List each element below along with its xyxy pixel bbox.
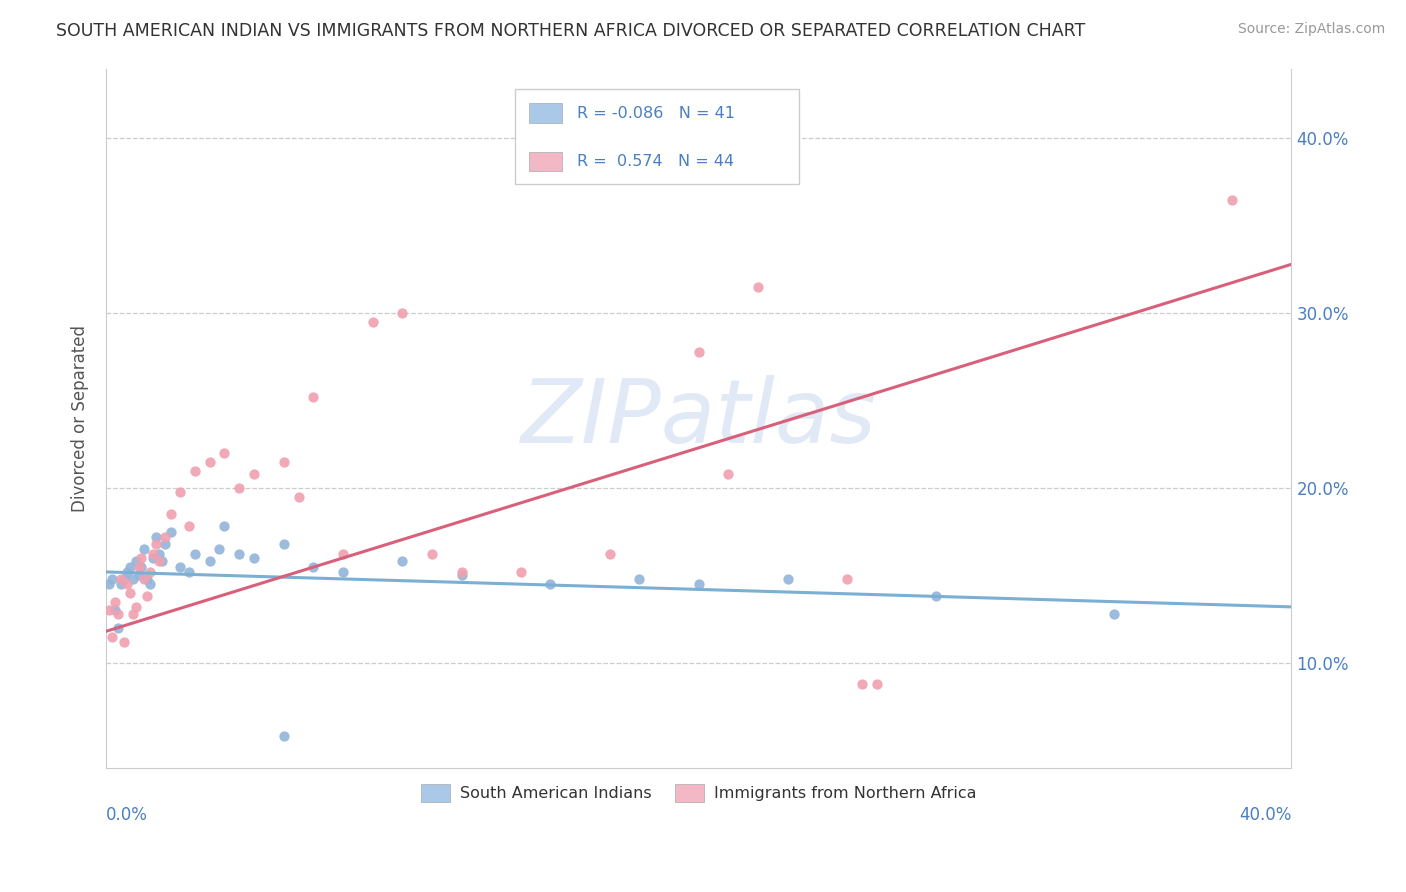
- Point: [243, 467, 266, 481]
- Point: [865, 677, 887, 691]
- Point: [121, 572, 143, 586]
- Point: [131, 559, 153, 574]
- Point: [207, 542, 229, 557]
- Point: [835, 572, 858, 586]
- Point: [243, 551, 266, 566]
- Point: [198, 455, 221, 469]
- Point: [198, 554, 221, 568]
- Point: [115, 565, 138, 579]
- Point: [717, 467, 740, 481]
- Point: [776, 572, 799, 586]
- Point: [139, 577, 162, 591]
- Point: [148, 548, 170, 562]
- Point: [450, 568, 472, 582]
- Point: [273, 537, 295, 551]
- FancyBboxPatch shape: [529, 152, 562, 171]
- Point: [134, 572, 156, 586]
- Point: [145, 537, 167, 551]
- Point: [214, 446, 236, 460]
- Point: [391, 554, 413, 568]
- Text: 0.0%: 0.0%: [105, 806, 148, 824]
- Point: [118, 586, 141, 600]
- Point: [169, 484, 191, 499]
- Point: [540, 577, 562, 591]
- Y-axis label: Divorced or Separated: Divorced or Separated: [72, 325, 89, 512]
- Point: [142, 548, 165, 562]
- Text: R = -0.086   N = 41: R = -0.086 N = 41: [576, 106, 734, 120]
- Point: [228, 481, 250, 495]
- Point: [134, 542, 156, 557]
- Point: [302, 559, 325, 574]
- Point: [101, 572, 124, 586]
- Point: [273, 455, 295, 469]
- Point: [169, 559, 191, 574]
- FancyBboxPatch shape: [529, 103, 562, 123]
- Point: [153, 537, 176, 551]
- Point: [628, 572, 651, 586]
- Point: [184, 464, 207, 478]
- Text: Source: ZipAtlas.com: Source: ZipAtlas.com: [1237, 22, 1385, 37]
- Point: [131, 551, 153, 566]
- Point: [153, 530, 176, 544]
- Point: [136, 590, 159, 604]
- Point: [97, 603, 120, 617]
- Point: [391, 306, 413, 320]
- Point: [450, 565, 472, 579]
- Point: [115, 577, 138, 591]
- Point: [747, 280, 769, 294]
- FancyBboxPatch shape: [515, 89, 800, 184]
- Point: [150, 554, 173, 568]
- Legend: South American Indians, Immigrants from Northern Africa: South American Indians, Immigrants from …: [415, 778, 983, 809]
- Point: [112, 635, 135, 649]
- Point: [142, 551, 165, 566]
- Point: [148, 554, 170, 568]
- Point: [361, 315, 384, 329]
- Point: [104, 603, 127, 617]
- Point: [107, 621, 129, 635]
- Point: [160, 508, 183, 522]
- Point: [104, 594, 127, 608]
- Point: [128, 559, 150, 574]
- Point: [110, 572, 132, 586]
- Point: [124, 599, 146, 614]
- Point: [177, 519, 200, 533]
- Point: [1220, 193, 1243, 207]
- Point: [214, 519, 236, 533]
- Point: [110, 577, 132, 591]
- Point: [925, 590, 948, 604]
- Point: [599, 548, 621, 562]
- Point: [688, 577, 710, 591]
- Point: [177, 565, 200, 579]
- Point: [121, 607, 143, 621]
- Point: [184, 548, 207, 562]
- Text: ZIPatlas: ZIPatlas: [520, 376, 876, 461]
- Point: [107, 607, 129, 621]
- Point: [101, 630, 124, 644]
- Point: [302, 390, 325, 404]
- Point: [139, 565, 162, 579]
- Point: [287, 490, 309, 504]
- Point: [688, 344, 710, 359]
- Point: [160, 524, 183, 539]
- Point: [273, 729, 295, 743]
- Point: [97, 577, 120, 591]
- Point: [112, 572, 135, 586]
- Text: 40.0%: 40.0%: [1239, 806, 1292, 824]
- Point: [1102, 607, 1125, 621]
- Text: SOUTH AMERICAN INDIAN VS IMMIGRANTS FROM NORTHERN AFRICA DIVORCED OR SEPARATED C: SOUTH AMERICAN INDIAN VS IMMIGRANTS FROM…: [56, 22, 1085, 40]
- Point: [145, 530, 167, 544]
- Point: [128, 568, 150, 582]
- Text: R =  0.574   N = 44: R = 0.574 N = 44: [576, 154, 734, 169]
- Point: [124, 554, 146, 568]
- Point: [228, 548, 250, 562]
- Point: [509, 565, 531, 579]
- Point: [118, 559, 141, 574]
- Point: [420, 548, 443, 562]
- Point: [851, 677, 873, 691]
- Point: [332, 565, 354, 579]
- Point: [136, 572, 159, 586]
- Point: [332, 548, 354, 562]
